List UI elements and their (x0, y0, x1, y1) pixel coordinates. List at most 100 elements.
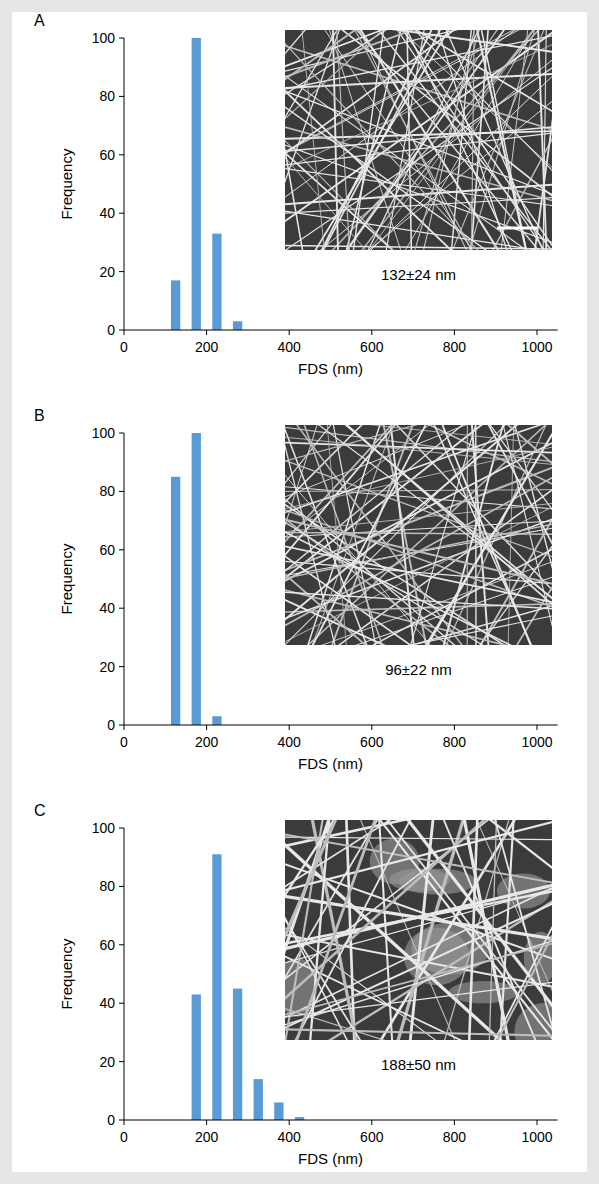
sem-image (285, 820, 552, 1040)
x-tick-label: 800 (443, 734, 467, 750)
bars (192, 854, 305, 1120)
y-tick-label: 100 (92, 425, 116, 441)
panel-label: B (34, 407, 45, 424)
sem-fiber (285, 820, 552, 1040)
sem-fiber (285, 820, 552, 1040)
sem-image (285, 425, 552, 645)
x-axis-title: FDS (nm) (298, 1150, 363, 1167)
y-tick (119, 549, 124, 550)
annotation: 132±24 nm (381, 266, 456, 283)
sem-fiber (460, 820, 489, 1040)
y-tick-label: 100 (92, 30, 116, 46)
annotation: 188±50 nm (381, 1056, 456, 1073)
sem-fiber (285, 444, 552, 631)
sem-fiber (285, 88, 552, 250)
sem-fiber (285, 114, 552, 209)
y-tick-label: 20 (99, 264, 115, 280)
x-tick-label: 0 (120, 339, 128, 355)
sem-fiber (285, 820, 437, 1040)
y-tick-label: 20 (99, 659, 115, 675)
sem-fiber (285, 531, 552, 536)
x-tick (537, 725, 538, 730)
bar (254, 1079, 263, 1120)
sem-fiber (312, 30, 552, 250)
x-tick (124, 330, 125, 335)
sem-fiber (285, 30, 552, 250)
x-tick (206, 725, 207, 730)
sem-fiber (286, 30, 552, 250)
x-tick (454, 1120, 455, 1125)
sem-fiber (385, 30, 552, 250)
y-tick (119, 433, 124, 434)
sem-fiber (285, 425, 552, 581)
bar (212, 234, 221, 330)
x-tick-label: 600 (360, 339, 384, 355)
sem-fiber (285, 425, 552, 645)
sem-fiber (317, 820, 552, 1040)
sem-fiber (490, 30, 552, 250)
y-axis (124, 433, 125, 725)
x-tick-label: 0 (120, 734, 128, 750)
x-tick-label: 1000 (521, 339, 552, 355)
sem-fiber (285, 425, 552, 645)
y-tick (119, 725, 124, 726)
sem-fiber (285, 425, 552, 645)
y-axis (124, 38, 125, 330)
x-tick-label: 600 (360, 734, 384, 750)
panel-label: C (34, 802, 46, 819)
bar (212, 854, 221, 1120)
y-tick-label: 40 (99, 205, 115, 221)
y-tick-label: 40 (99, 995, 115, 1011)
sem-fiber (285, 30, 552, 250)
x-tick-label: 1000 (521, 1129, 552, 1145)
sem-fiber (289, 820, 357, 1040)
sem-fiber (285, 30, 361, 250)
sem-fiber (285, 30, 552, 250)
sem-fiber (307, 425, 376, 645)
x-axis (124, 1120, 558, 1121)
y-tick-label: 80 (99, 878, 115, 894)
x-tick-label: 400 (278, 339, 302, 355)
y-tick-label: 0 (107, 1112, 115, 1128)
sem-fiber (285, 425, 552, 645)
sem-fiber (285, 425, 552, 645)
sem-fiber (285, 425, 552, 645)
sem-fiber (285, 503, 552, 551)
y-tick-label: 0 (107, 717, 115, 733)
annotation: 96±22 nm (385, 661, 452, 678)
sem-fiber (431, 820, 552, 1040)
y-tick (119, 330, 124, 331)
sem-fiber (285, 425, 552, 645)
y-tick (119, 38, 124, 39)
sem-image (285, 30, 552, 250)
sem-fiber (285, 546, 552, 645)
x-tick (537, 330, 538, 335)
x-tick (289, 725, 290, 730)
bar (171, 280, 180, 330)
sem-fiber (285, 30, 552, 250)
y-tick-label: 40 (99, 600, 115, 616)
sem-fiber (285, 30, 552, 250)
y-tick (119, 154, 124, 155)
sem-fiber (285, 446, 552, 645)
x-tick (454, 725, 455, 730)
sem-fiber (285, 425, 552, 645)
sem-fiber (285, 510, 552, 645)
y-tick (119, 1061, 124, 1062)
panel: 02040608010002004006008001000FDS (nm)Fre… (0, 488, 599, 1184)
x-axis-title: FDS (nm) (298, 360, 363, 377)
y-tick (119, 213, 124, 214)
x-axis (124, 330, 558, 331)
x-tick-label: 400 (278, 734, 302, 750)
x-tick (124, 1120, 125, 1125)
x-tick (371, 330, 372, 335)
x-tick (206, 1120, 207, 1125)
x-axis-title: FDS (nm) (298, 755, 363, 772)
x-tick (289, 330, 290, 335)
bar (274, 1102, 283, 1120)
bar (212, 716, 221, 725)
x-tick (371, 1120, 372, 1125)
sem-fiber (285, 30, 522, 250)
bar (171, 477, 180, 725)
y-tick (119, 96, 124, 97)
